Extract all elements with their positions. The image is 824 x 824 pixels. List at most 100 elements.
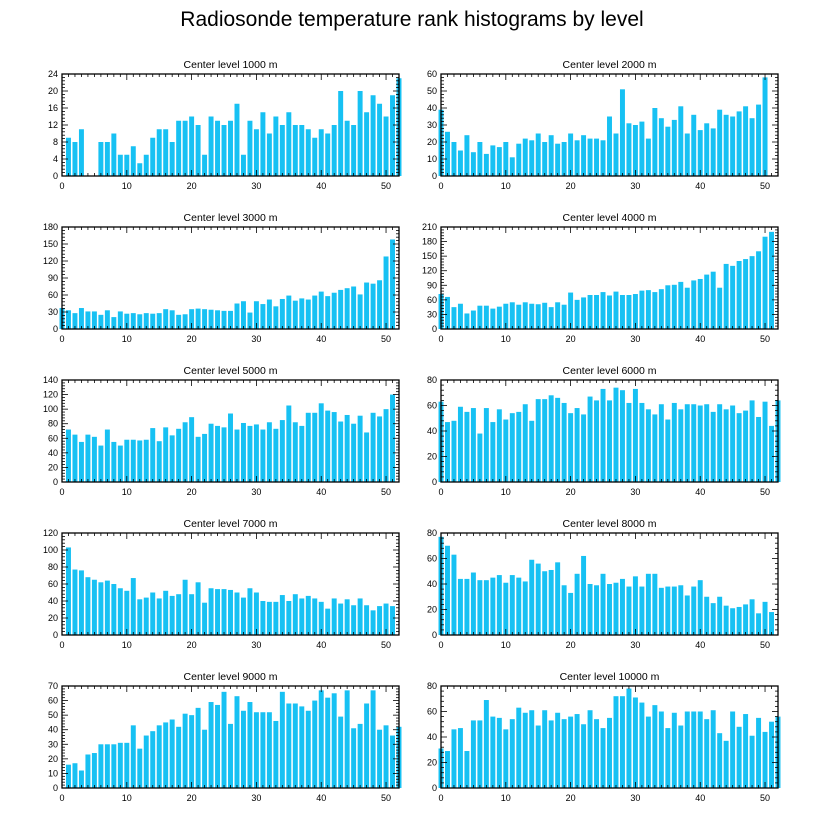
- bar: [613, 387, 619, 482]
- x-tick-label: 20: [187, 793, 197, 803]
- bar: [613, 291, 619, 329]
- bar: [357, 415, 363, 482]
- bar: [710, 128, 716, 176]
- bar: [678, 281, 684, 329]
- bar: [111, 133, 117, 176]
- bar: [600, 140, 606, 176]
- bar: [749, 735, 755, 788]
- bar: [769, 612, 774, 635]
- x-tick-label: 50: [760, 181, 770, 191]
- bar: [743, 604, 749, 635]
- bar: [253, 592, 259, 635]
- bar: [318, 403, 324, 482]
- bar: [104, 142, 110, 176]
- y-tick-label: 40: [48, 596, 58, 606]
- bar: [587, 295, 593, 329]
- y-tick-label: 60: [427, 554, 437, 564]
- x-tick-label: 50: [760, 793, 770, 803]
- bar: [522, 138, 528, 176]
- bar: [72, 313, 78, 329]
- x-tick-label: 20: [566, 181, 576, 191]
- bar: [78, 129, 84, 176]
- bar: [370, 610, 376, 635]
- x-tick-label: 20: [566, 793, 576, 803]
- bar: [542, 571, 548, 635]
- bar: [483, 153, 489, 176]
- bar: [344, 599, 350, 635]
- bar: [91, 579, 97, 635]
- bar: [351, 423, 357, 482]
- bar: [176, 726, 182, 788]
- bar: [652, 573, 658, 635]
- bar: [228, 723, 233, 788]
- bar: [338, 421, 344, 482]
- bar: [600, 728, 606, 788]
- bar: [587, 584, 593, 635]
- y-tick-label: 80: [427, 375, 437, 385]
- bar: [535, 725, 541, 788]
- bar: [66, 137, 71, 176]
- bar: [756, 613, 762, 635]
- bar: [364, 112, 370, 176]
- bar: [78, 570, 84, 635]
- bar: [299, 298, 305, 329]
- bar: [509, 575, 515, 635]
- bar: [490, 422, 496, 482]
- x-tick-label: 30: [251, 181, 261, 191]
- bar: [756, 104, 762, 176]
- y-tick-label: 80: [427, 528, 437, 538]
- bar: [496, 306, 502, 329]
- bar: [292, 594, 298, 635]
- bar: [234, 429, 240, 482]
- x-tick-label: 30: [630, 334, 640, 344]
- bar: [370, 283, 376, 329]
- y-tick-label: 40: [427, 103, 437, 113]
- bar: [240, 710, 246, 788]
- x-tick-label: 50: [381, 793, 391, 803]
- bar: [383, 603, 389, 635]
- x-tick-label: 0: [59, 181, 64, 191]
- y-tick-label: 20: [48, 613, 58, 623]
- bar: [632, 576, 638, 635]
- bar: [678, 409, 684, 482]
- bar: [137, 440, 143, 482]
- bar: [344, 690, 350, 788]
- bar: [85, 577, 91, 635]
- bar: [286, 405, 292, 482]
- bar: [72, 142, 78, 176]
- x-tick-label: 40: [695, 640, 705, 650]
- bar: [710, 603, 716, 636]
- bar: [490, 308, 496, 329]
- bar: [273, 601, 279, 635]
- bar: [561, 304, 567, 329]
- bar: [451, 729, 457, 788]
- bar: [607, 584, 612, 635]
- y-tick-label: 100: [43, 404, 58, 414]
- bar: [529, 420, 535, 482]
- bar: [111, 317, 117, 329]
- bar: [260, 429, 266, 482]
- bar: [279, 298, 285, 329]
- bar: [351, 728, 357, 788]
- bar: [325, 410, 331, 482]
- bar: [182, 579, 188, 635]
- bar: [626, 402, 632, 482]
- bar: [390, 606, 395, 635]
- bar: [607, 295, 612, 329]
- bar: [743, 106, 749, 176]
- bar: [143, 439, 149, 482]
- bar: [503, 142, 509, 176]
- bar: [684, 133, 690, 176]
- bar: [377, 103, 383, 176]
- bar: [477, 433, 483, 482]
- bar: [632, 388, 638, 482]
- bar: [98, 314, 104, 329]
- bar: [613, 133, 619, 176]
- bar: [111, 584, 117, 635]
- y-tick-label: 80: [48, 419, 58, 429]
- bar: [581, 135, 587, 176]
- bar: [503, 729, 509, 788]
- x-tick-label: 0: [438, 793, 443, 803]
- bar: [769, 425, 774, 482]
- x-tick-label: 20: [187, 640, 197, 650]
